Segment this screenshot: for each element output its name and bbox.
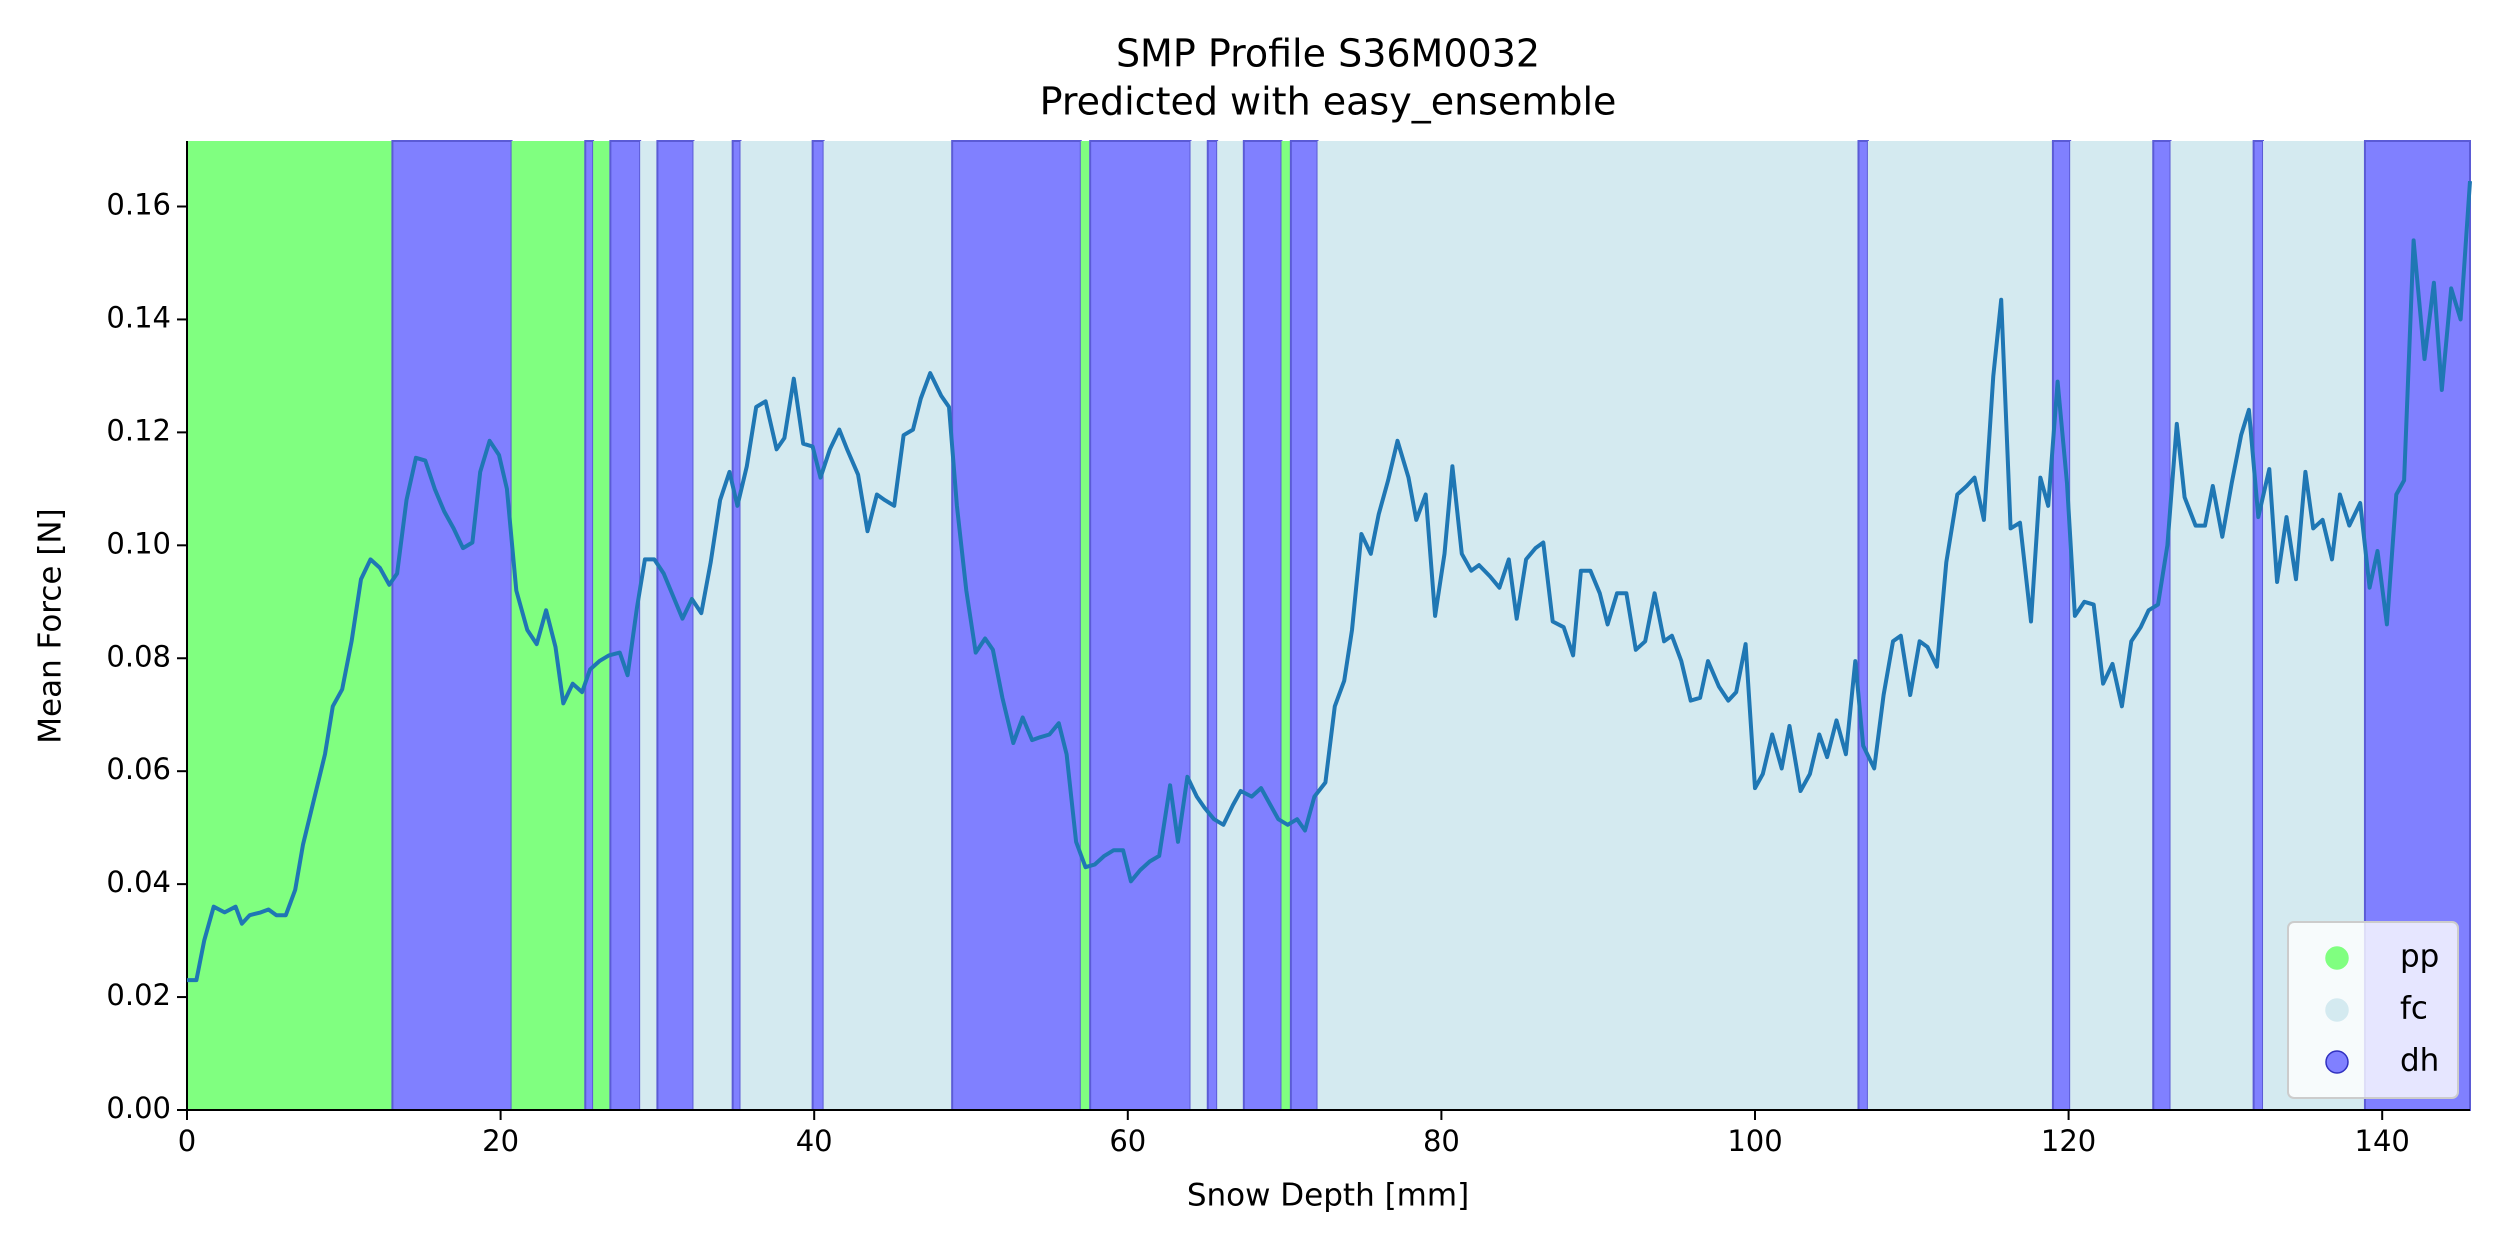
x-axis-label: Snow Depth [mm] [1187, 1178, 1469, 1214]
x-tick-label: 140 [2355, 1124, 2410, 1158]
legend-marker [2325, 998, 2349, 1022]
y-tick-label: 0.00 [106, 1091, 171, 1125]
y-tick-label: 0.10 [106, 526, 171, 560]
class-region [593, 141, 611, 1110]
class-region [1857, 140, 1869, 1111]
class-region [1242, 140, 1283, 1111]
class-region [584, 140, 595, 1111]
y-tick-label: 0.14 [106, 300, 171, 334]
x-tick-label: 120 [2041, 1124, 2096, 1158]
class-region [740, 141, 813, 1110]
class-region [823, 141, 953, 1110]
class-region [2252, 140, 2265, 1111]
y-tick-label: 0.12 [106, 413, 171, 447]
class-region [1289, 140, 1319, 1111]
class-region [656, 140, 695, 1111]
x-tick-label: 40 [796, 1124, 833, 1158]
y-tick-label: 0.16 [106, 188, 171, 222]
class-region [2170, 141, 2254, 1110]
class-region [1317, 141, 1859, 1110]
class-region [1080, 141, 1091, 1110]
x-tick-label: 0 [178, 1124, 196, 1158]
force-line [187, 180, 2472, 983]
y-tick-label: 0.04 [106, 865, 171, 899]
class-region [1867, 141, 2053, 1110]
x-tick-label: 80 [1423, 1124, 1460, 1158]
y-axis-label: Mean Force [N] [33, 508, 69, 743]
x-tick-label: 60 [1109, 1124, 1146, 1158]
class-region [2051, 140, 2072, 1111]
y-tick-label: 0.08 [106, 639, 171, 673]
x-tick-label: 20 [482, 1124, 519, 1158]
x-tick-label: 100 [1727, 1124, 1782, 1158]
legend-marker [2325, 1050, 2349, 1074]
class-region [693, 141, 733, 1110]
legend-label: fc [2400, 991, 2428, 1027]
class-region [731, 140, 742, 1111]
legend-label: dh [2400, 1043, 2439, 1079]
class-region [640, 141, 658, 1110]
class-region [811, 140, 825, 1111]
chart-subtitle: Predicted with easy_ensemble [1040, 80, 1617, 124]
class-region [1206, 140, 1219, 1111]
class-region [1190, 141, 1208, 1110]
class-region [1281, 141, 1291, 1110]
legend: pp fc dh [2287, 921, 2459, 1099]
class-region [2152, 140, 2172, 1111]
class-region [187, 141, 393, 1110]
chart-title: SMP Profile S36M0032 [1116, 32, 1540, 76]
legend-label: pp [2400, 939, 2439, 975]
y-tick-label: 0.02 [106, 978, 171, 1012]
class-region [391, 140, 513, 1111]
legend-marker [2325, 946, 2349, 970]
class-region [1217, 141, 1244, 1110]
y-tick-label: 0.06 [106, 752, 171, 786]
class-region [1089, 140, 1192, 1111]
